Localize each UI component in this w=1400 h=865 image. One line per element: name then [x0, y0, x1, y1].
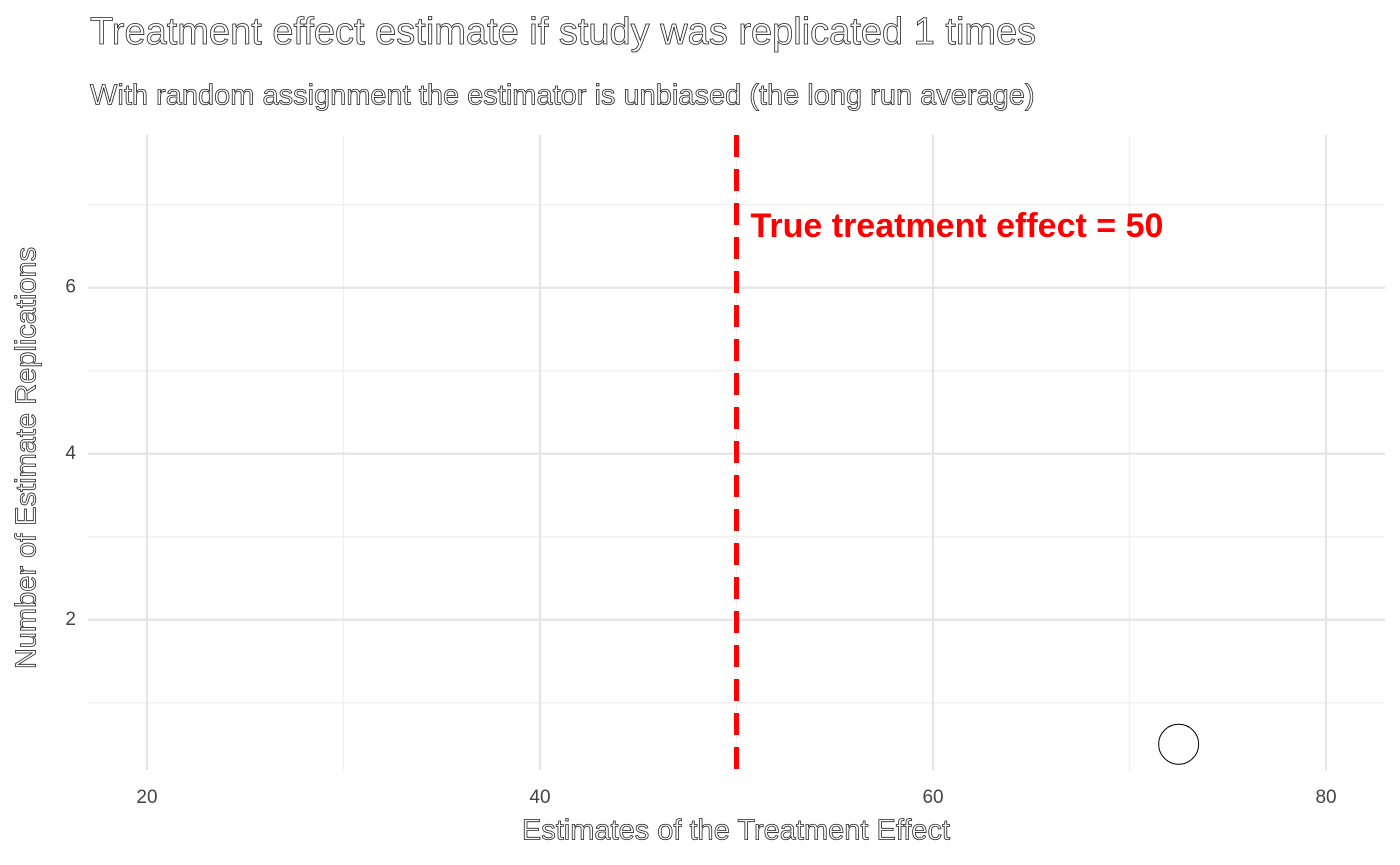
x-tick-label: 40: [529, 787, 550, 808]
chart-subtitle: With random assignment the estimator is …: [90, 80, 1035, 112]
x-tick-label: 60: [922, 787, 943, 808]
y-axis-title: Number of Estimate Replications: [11, 247, 43, 669]
x-tick-label: 80: [1315, 787, 1336, 808]
y-tick-label: 4: [65, 443, 76, 464]
y-tick-label: 6: [65, 277, 76, 298]
reference-label: True treatment effect = 50: [751, 207, 1164, 245]
x-tick-label: 20: [136, 787, 157, 808]
dot: [1158, 723, 1200, 765]
chart-title: Treatment effect estimate if study was r…: [90, 11, 1036, 53]
x-axis-title: Estimates of the Treatment Effect: [522, 815, 950, 847]
y-tick-label: 2: [65, 609, 76, 630]
